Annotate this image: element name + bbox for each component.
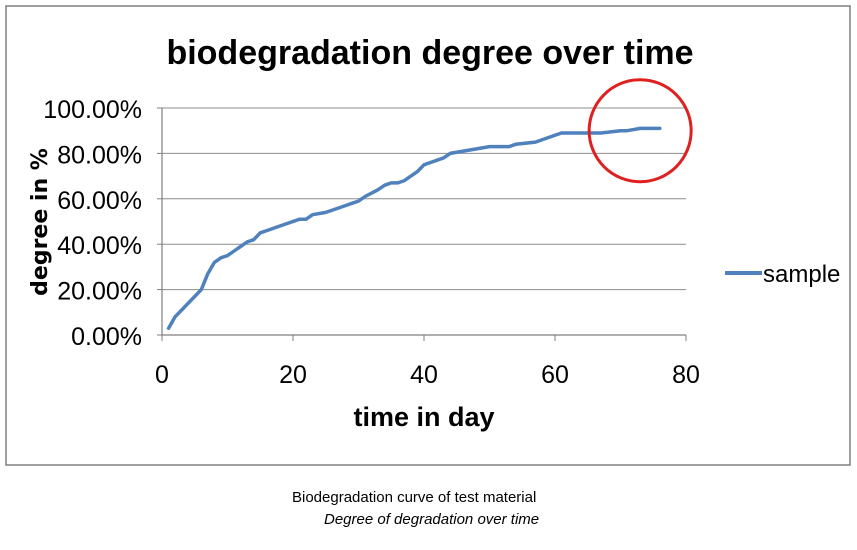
x-axis-label: time in day (353, 402, 494, 432)
y-tick-label: 0.00% (71, 323, 142, 351)
x-tick-label: 0 (155, 361, 169, 389)
legend-label-sample: sample (763, 261, 840, 288)
x-tick-label: 40 (410, 361, 438, 389)
y-tick-label: 40.00% (57, 232, 142, 260)
x-tick-label: 80 (672, 361, 700, 389)
chart-svg: biodegradation degree over time 0.00% 20.… (5, 5, 851, 466)
chart-title: biodegradation degree over time (166, 34, 693, 72)
gridlines (157, 107, 686, 336)
caption-line-1: Biodegradation curve of test material (292, 489, 537, 506)
y-tick-label: 20.00% (57, 278, 142, 306)
annotations (587, 78, 693, 184)
series-lines (166, 126, 662, 330)
x-tick-label: 60 (541, 361, 569, 389)
series-line-sample (166, 126, 662, 330)
caption-line-2: Degree of degradation over time (324, 511, 540, 528)
axes (161, 108, 687, 341)
highlight-circle (587, 78, 693, 184)
legend: sample (725, 261, 840, 288)
chart-container: biodegradation degree over time 0.00% 20.… (5, 5, 851, 466)
chart-border (5, 5, 851, 466)
x-tick-labels: 0 20 40 60 80 (155, 361, 700, 389)
y-tick-label: 60.00% (57, 187, 142, 215)
y-tick-labels: 0.00% 20.00% 40.00% 60.00% 80.00% 100.00% (43, 96, 142, 351)
x-tick-label: 20 (279, 361, 307, 389)
y-tick-label: 80.00% (57, 141, 142, 169)
y-axis-label: degree in % (28, 148, 53, 296)
y-tick-label: 100.00% (43, 96, 142, 124)
